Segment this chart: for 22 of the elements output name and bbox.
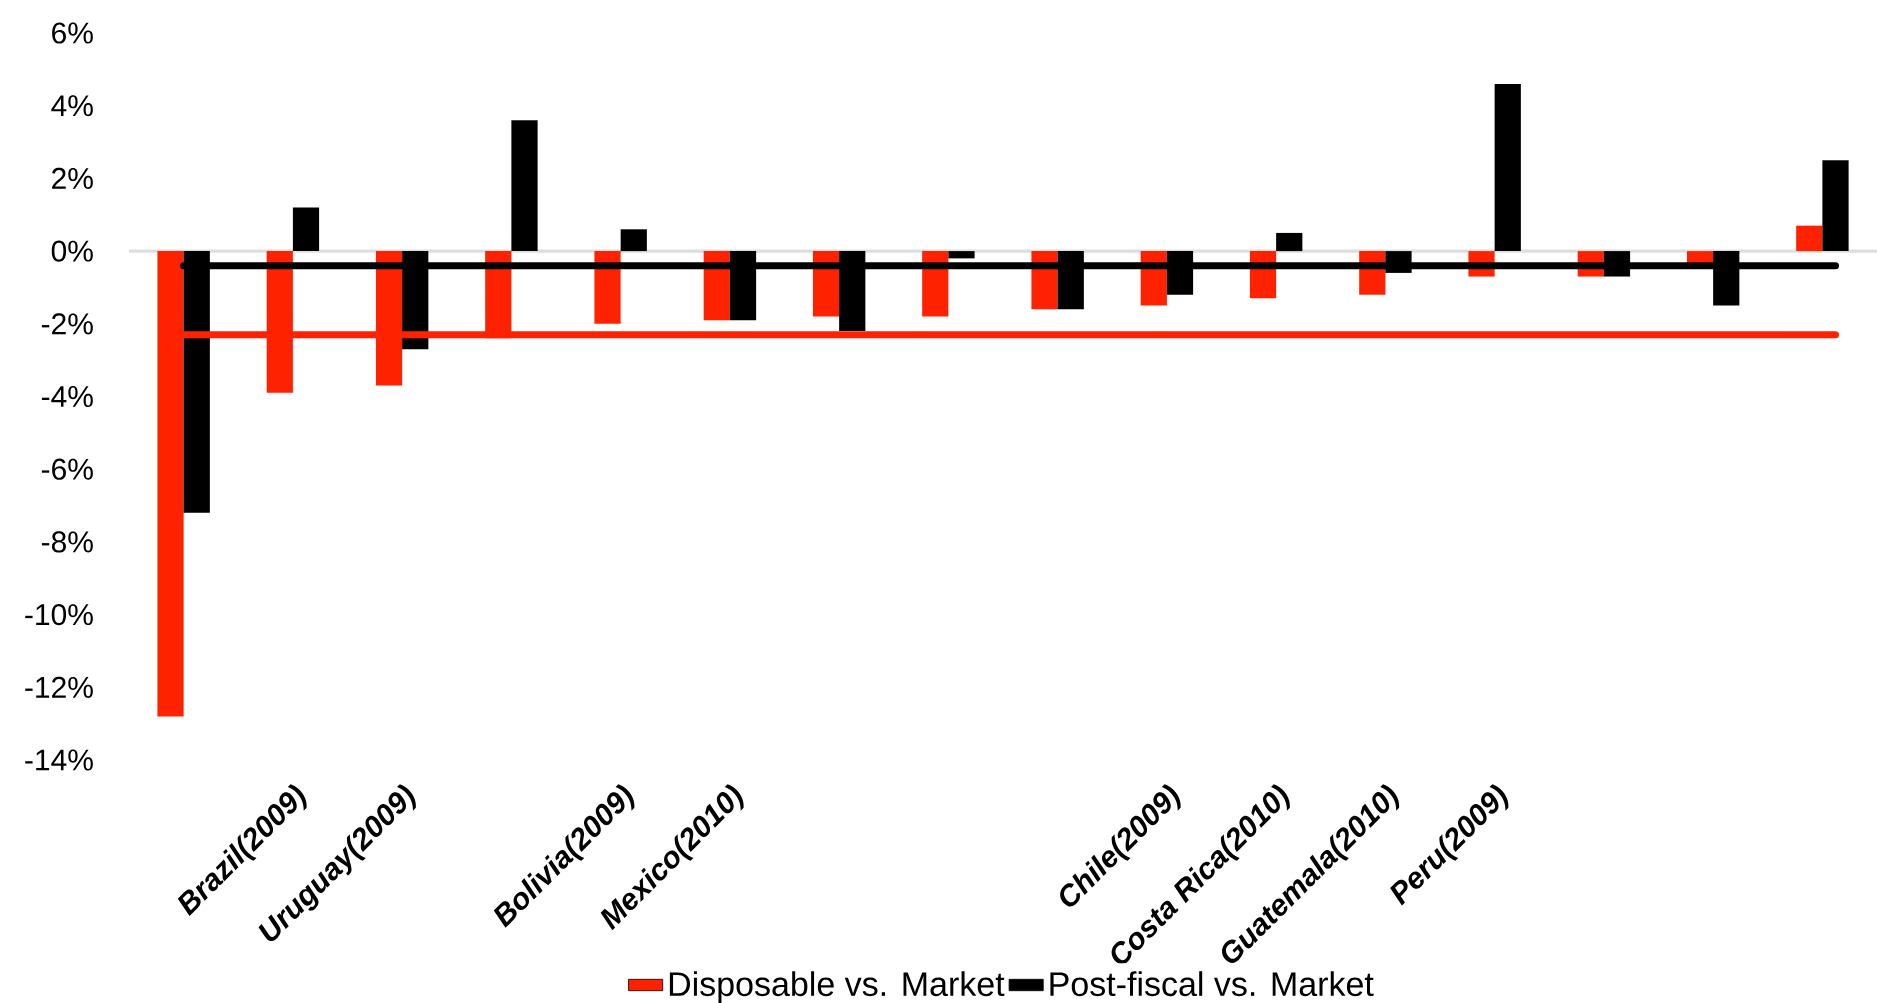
y-tick-label: -8%: [41, 531, 93, 553]
y-tick-label: -4%: [41, 386, 93, 408]
legend-label: Post-fiscal vs. Market: [1050, 971, 1374, 997]
y-tick-label: -12%: [25, 676, 93, 698]
bar: [1494, 83, 1521, 252]
y-tick-label: -6%: [41, 458, 93, 480]
bar: [620, 229, 647, 252]
bar: [594, 251, 621, 324]
y-tick-label: -14%: [25, 749, 93, 771]
bar: [1822, 160, 1849, 252]
legend-label: Disposable vs. Market: [669, 971, 1005, 1003]
y-tick-label: 2%: [52, 167, 93, 189]
y-tick-label: -2%: [41, 313, 93, 335]
y-tick-label: 4%: [51, 95, 93, 117]
bar: [292, 207, 320, 252]
bar: [1796, 225, 1823, 252]
bar: [948, 251, 975, 259]
y-tick-label: 0%: [51, 240, 93, 262]
y-tick-label: -10%: [25, 603, 93, 626]
bar: [1276, 232, 1303, 252]
bar: [511, 120, 538, 252]
y-tick-label: 6%: [52, 22, 93, 44]
